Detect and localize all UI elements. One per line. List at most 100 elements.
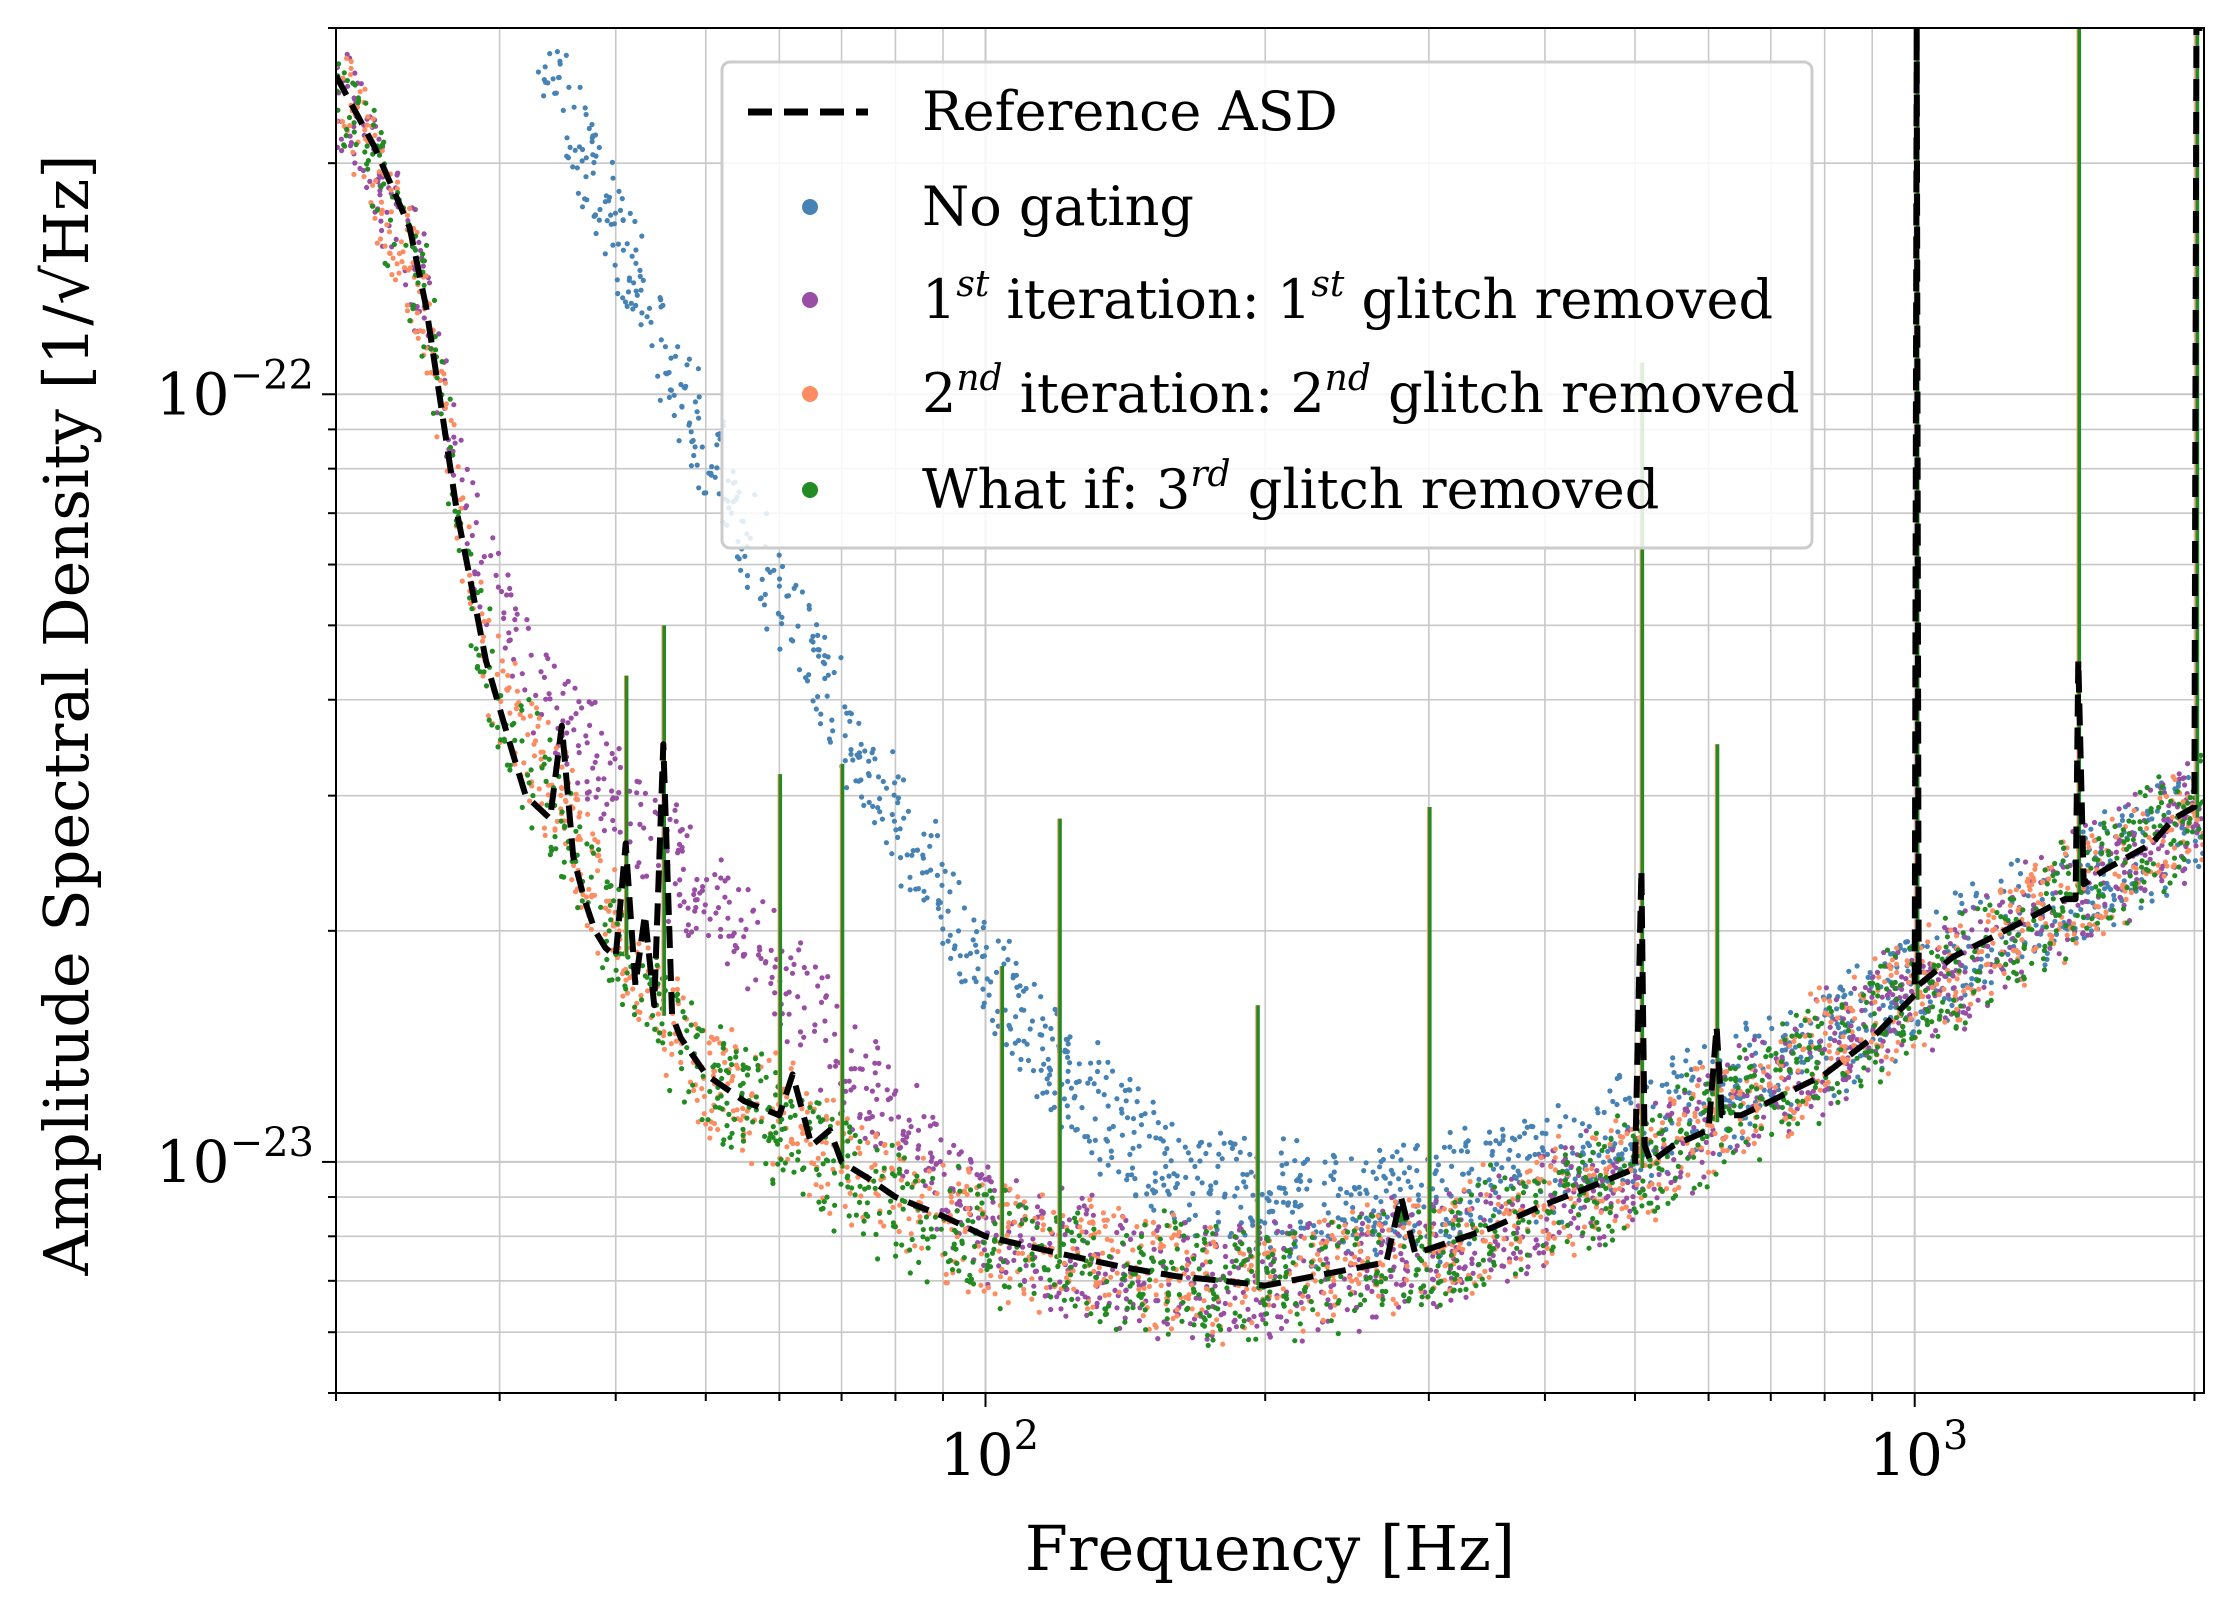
data-point-no_gating [939,861,945,868]
data-point-iter2 [790,1140,796,1147]
data-point-iter2 [825,1181,831,1187]
data-point-no_gating [1500,1133,1506,1139]
data-point-iter1 [352,70,358,76]
data-point-iter1 [1929,1033,1935,1039]
data-point-iter1 [851,1084,857,1090]
data-point-iter1 [1929,1047,1936,1053]
data-point-iter1 [1343,1250,1349,1256]
data-point-iter1 [946,1149,952,1155]
data-point-iter2 [1291,1234,1297,1240]
data-point-no_gating [862,748,868,754]
data-point-iter1 [2116,806,2122,812]
data-point-no_gating [1018,1056,1024,1063]
data-point-iter1 [1828,1100,1834,1106]
data-point-iter1 [915,1127,922,1133]
data-point-no_gating [615,290,621,297]
data-point-iter1 [1370,1314,1376,1320]
data-point-whatif [1084,1300,1090,1306]
data-point-no_gating [1648,1079,1654,1085]
data-point-iter2 [1271,1247,1277,1253]
data-point-iter1 [509,673,515,679]
data-point-iter2 [1324,1264,1330,1270]
data-point-no_gating [609,159,616,165]
data-point-whatif [1672,1175,1679,1181]
data-point-iter2 [532,738,539,744]
data-point-iter2 [943,1271,949,1277]
data-point-whatif [957,1188,963,1194]
data-point-iter2 [725,1081,731,1087]
data-point-no_gating [2166,809,2172,816]
data-point-iter2 [1108,1274,1114,1280]
data-point-no_gating [1769,1025,1775,1032]
data-point-iter2 [1110,1247,1116,1253]
data-point-iter2 [1096,1265,1102,1271]
data-point-no_gating [1414,1143,1420,1149]
data-point-iter1 [717,933,724,940]
data-point-whatif [614,921,620,927]
data-point-iter2 [1181,1271,1187,1277]
data-point-no_gating [1451,1148,1457,1154]
data-point-whatif [2126,818,2132,824]
data-point-iter2 [2100,931,2106,937]
data-point-whatif [1718,1142,1724,1148]
data-point-iter1 [1524,1271,1530,1277]
data-point-iter2 [1168,1326,1175,1332]
data-point-iter2 [404,212,411,218]
data-point-iter2 [1249,1320,1255,1326]
data-point-iter1 [1881,949,1887,956]
data-point-iter2 [569,767,575,774]
data-point-iter1 [636,860,642,866]
data-point-iter1 [2064,936,2071,943]
data-point-iter2 [703,1121,709,1127]
data-point-iter2 [495,633,501,639]
data-point-no_gating [1483,1140,1489,1146]
data-point-whatif [2012,938,2018,944]
data-point-no_gating [1487,1217,1493,1223]
data-point-iter2 [573,791,579,797]
data-point-iter2 [934,1190,940,1197]
data-point-iter2 [372,132,378,138]
data-point-no_gating [956,879,962,886]
data-point-iter2 [520,715,527,721]
data-point-no_gating [2149,898,2155,904]
data-point-iter1 [1487,1257,1493,1263]
data-point-no_gating [1040,1090,1046,1096]
data-point-no_gating [2052,918,2058,924]
data-point-iter1 [1089,1192,1095,1198]
data-point-iter1 [915,1146,921,1152]
data-point-iter2 [2112,871,2118,877]
data-point-no_gating [811,647,817,653]
data-point-iter2 [1184,1249,1190,1255]
data-point-no_gating [1046,1065,1052,1071]
data-point-iter1 [1136,1282,1142,1288]
data-point-iter1 [2060,864,2066,870]
data-point-iter1 [1156,1224,1162,1230]
data-point-no_gating [1377,1147,1383,1153]
data-point-iter1 [1517,1249,1523,1255]
data-point-no_gating [695,366,702,372]
data-point-iter1 [1123,1288,1129,1294]
data-point-no_gating [817,721,824,727]
data-point-no_gating [1499,1126,1506,1132]
data-point-no_gating [928,867,934,873]
data-point-iter1 [1583,1128,1589,1134]
data-point-iter1 [1260,1317,1266,1323]
data-point-iter1 [1610,1169,1616,1175]
data-point-iter2 [606,908,612,914]
data-point-iter1 [2180,868,2186,874]
data-point-iter2 [1889,957,1896,963]
data-point-iter1 [488,553,494,559]
data-point-iter1 [1556,1229,1562,1235]
data-point-no_gating [1331,1154,1337,1160]
data-point-iter1 [2091,819,2098,826]
data-point-iter2 [1822,1030,1828,1036]
data-point-iter1 [1040,1209,1046,1215]
data-point-iter2 [1612,1218,1618,1224]
data-point-no_gating [1089,1150,1095,1156]
data-point-whatif [1688,1095,1695,1102]
data-point-iter1 [1751,1037,1757,1043]
data-point-no_gating [1318,1230,1325,1236]
data-point-no_gating [1307,1178,1313,1184]
data-point-no_gating [1671,1070,1677,1076]
data-point-iter2 [978,1251,985,1257]
